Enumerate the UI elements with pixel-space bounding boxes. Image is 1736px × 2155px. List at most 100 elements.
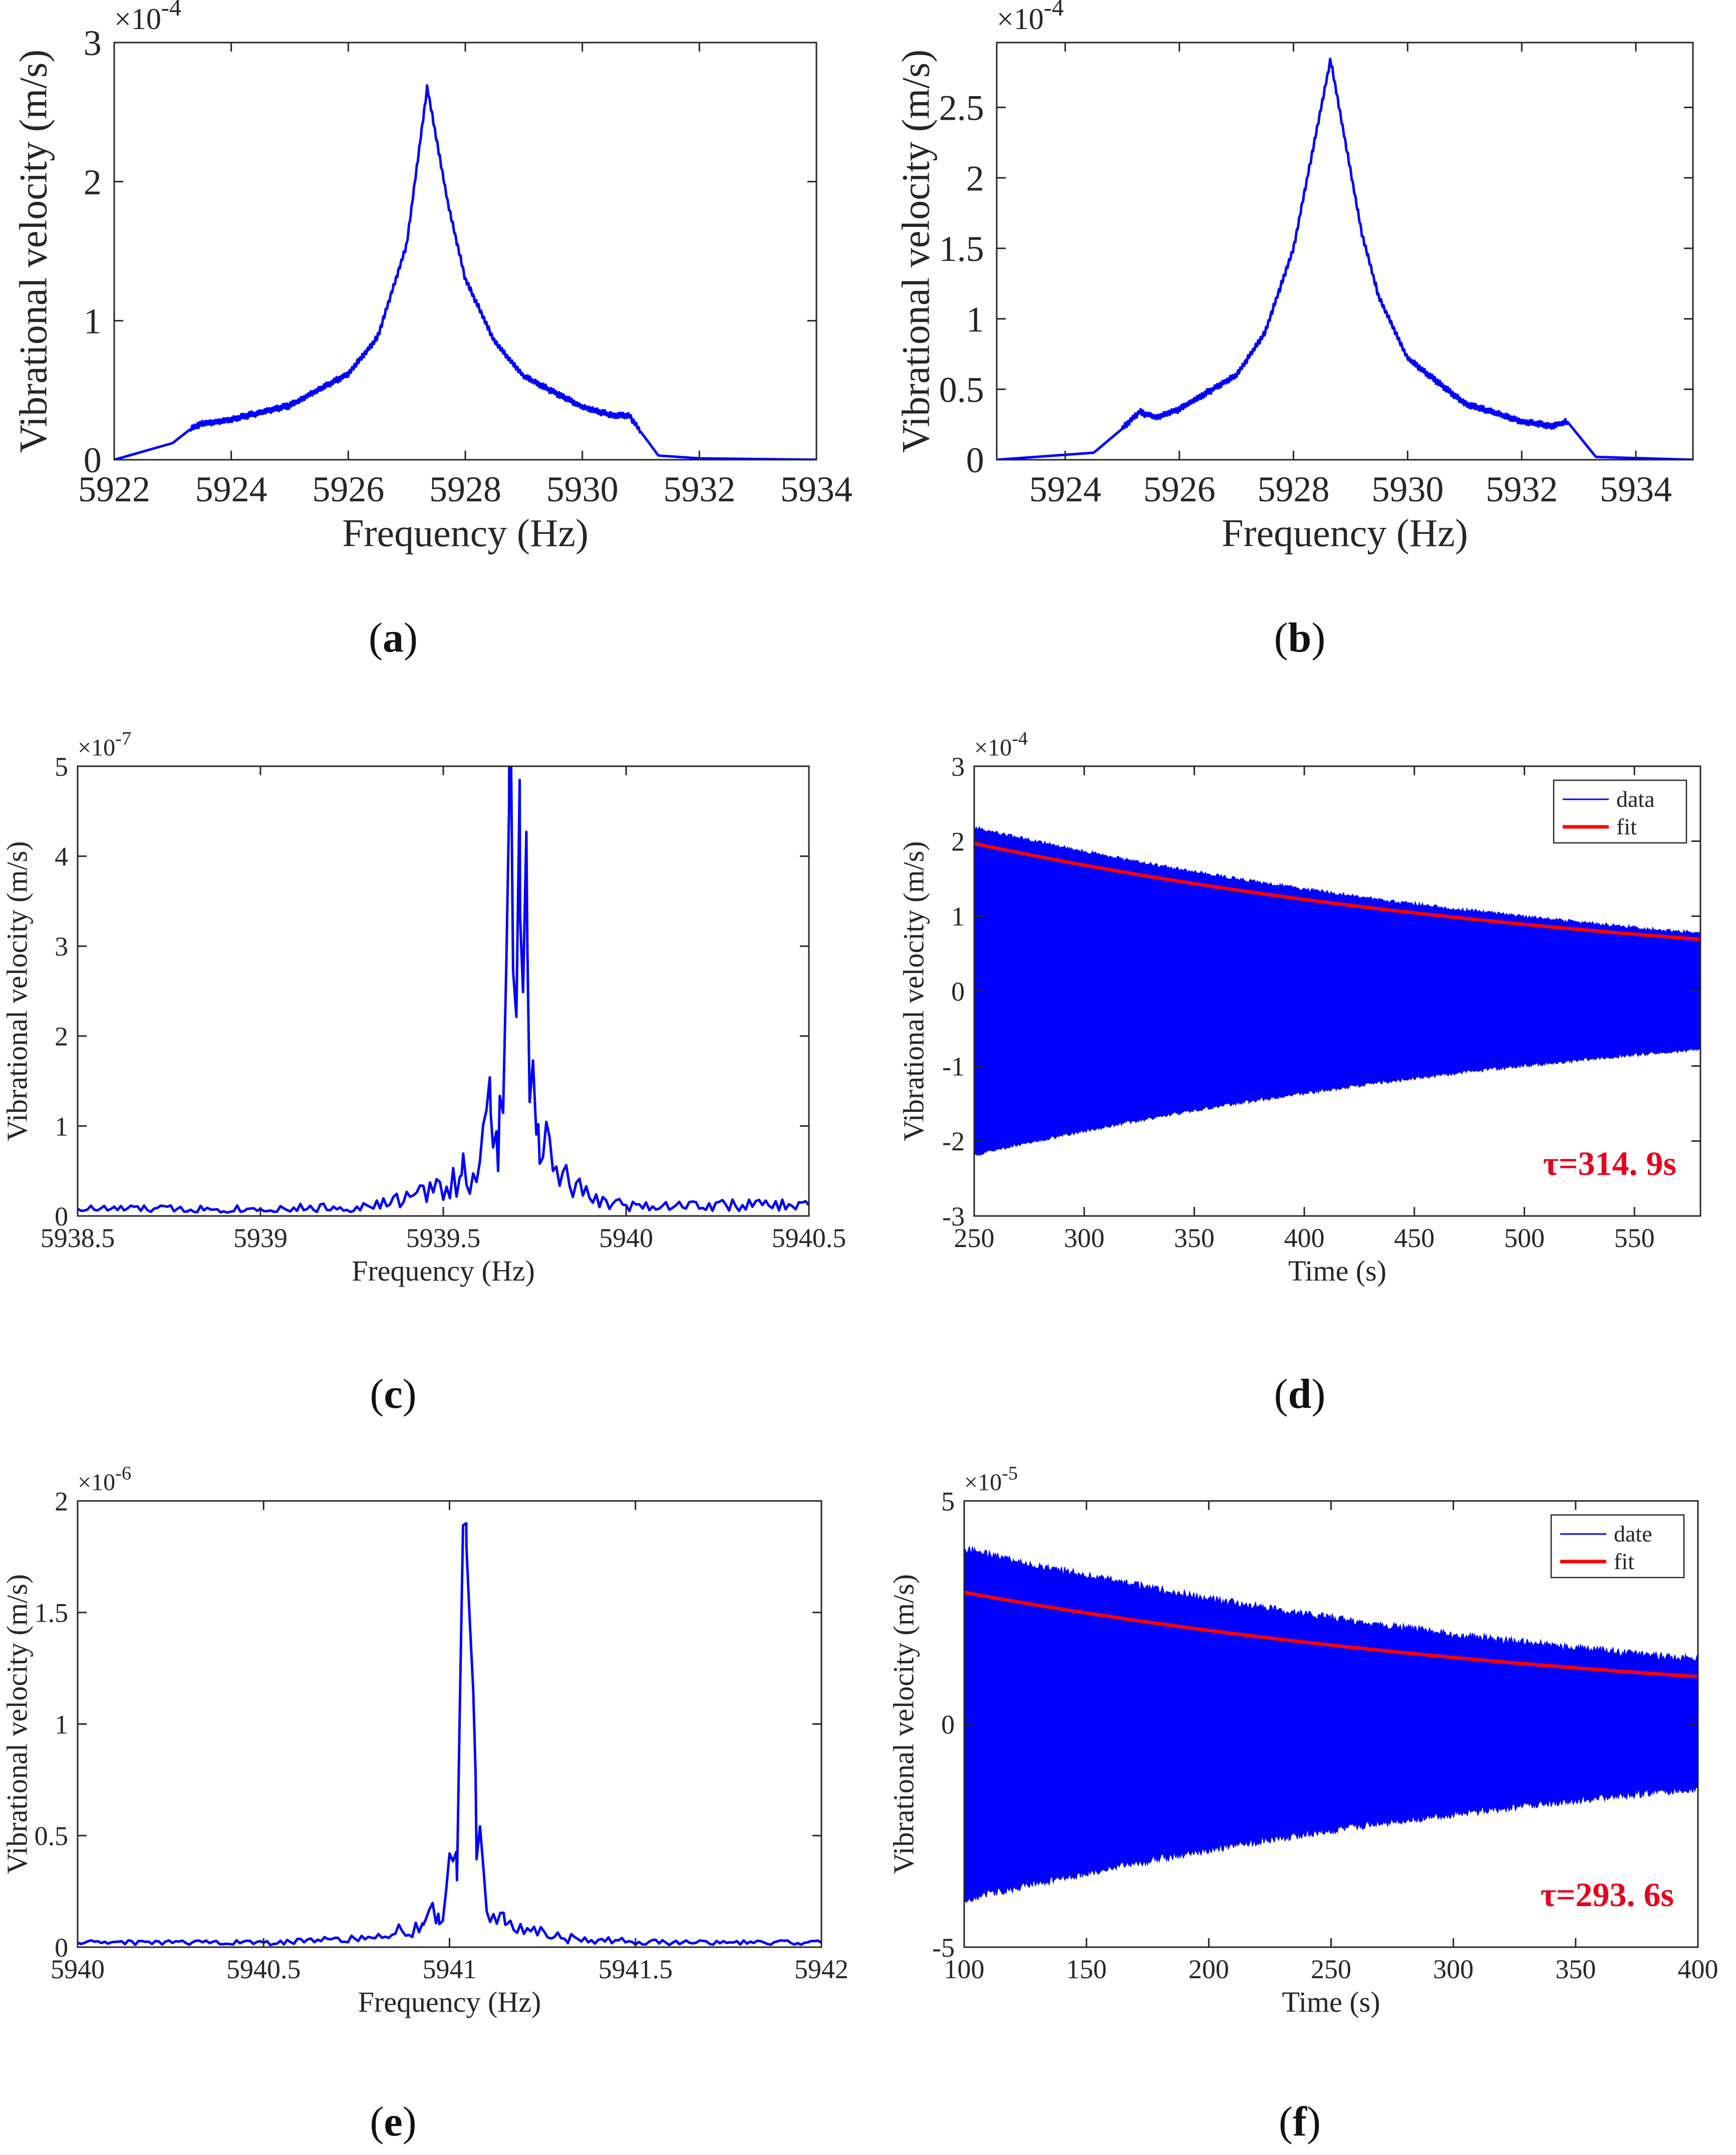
- y-exponent-c: ×10-7: [78, 728, 131, 761]
- y-tick-label-c: 3: [55, 932, 68, 962]
- x-axis-label-d: Time (s): [1288, 1255, 1386, 1287]
- x-tick-label-f: 400: [1678, 1954, 1718, 1984]
- y-exponent-a: ×10-4: [114, 0, 181, 36]
- y-tick-label-a: 2: [84, 162, 102, 202]
- x-tick-label-b: 5928: [1257, 469, 1329, 509]
- y-tick-label-f: -5: [932, 1933, 955, 1963]
- y-axis-label-b: Vibrational velocity (m/s): [894, 50, 937, 453]
- fit-curve-f: [964, 1591, 1698, 1679]
- y-tick-label-c: 1: [55, 1111, 68, 1141]
- x-tick-label-b: 5930: [1371, 469, 1443, 509]
- chart-e: 5940 5940.5 5941 5941.5 5942 0 0.5 1 1.5 2 ×10-6 Fr…: [1, 1463, 849, 2018]
- x-tick-label-f: 200: [1189, 1954, 1229, 1984]
- x-tick-label-a: 5926: [312, 469, 384, 509]
- y-tick-label-d: 1: [951, 901, 965, 932]
- y-tick-label-e: 2: [55, 1486, 68, 1516]
- x-tick-label-a: 5924: [195, 469, 267, 509]
- series-line-a: [114, 84, 816, 460]
- x-tick-label-f: 150: [1066, 1954, 1107, 1984]
- x-tick-label-d: 500: [1504, 1223, 1545, 1253]
- panel-label-b: (b): [1274, 614, 1326, 661]
- chart-c: 5938.5 5939 5939.5 5940 5940.5 0 1 2 3 4 5 ×10-7 Fre…: [1, 728, 846, 1287]
- y-tick-label-e: 1.5: [35, 1598, 69, 1628]
- x-tick-label-b: 5932: [1486, 469, 1558, 509]
- y-tick-label-a: 1: [84, 301, 102, 342]
- series-line-b: [997, 58, 1693, 460]
- y-tick-label-b: 1: [966, 299, 984, 340]
- x-tick-label-b: 5924: [1029, 469, 1101, 509]
- y-tick-label-c: 4: [55, 842, 68, 872]
- legend-box-f: [1550, 1514, 1685, 1579]
- x-tick-label-d: 550: [1614, 1223, 1655, 1253]
- x-axis-label-f: Time (s): [1282, 1986, 1380, 2018]
- series-line-e: [78, 1522, 821, 1947]
- legend-box-d: [1553, 779, 1687, 844]
- legend-label-fit-f: fit: [1614, 1549, 1634, 1574]
- plot-area-d: [974, 825, 1700, 1156]
- x-tick-label-f: 300: [1433, 1954, 1474, 1984]
- panel-label-d: (d): [1274, 1371, 1326, 1417]
- x-tick-label-e: 5941: [423, 1954, 477, 1984]
- y-tick-label-b: 0.5: [939, 370, 984, 410]
- y-exponent-e: ×10-6: [78, 1463, 131, 1496]
- y-tick-label-b: 2: [966, 158, 984, 198]
- y-exponent-b: ×10-4: [997, 0, 1064, 36]
- x-tick-label-a: 5922: [78, 469, 150, 509]
- x-axis-label-a: Frequency (Hz): [342, 511, 589, 555]
- axes-box-b: [996, 42, 1694, 461]
- x-tick-label-f: 100: [944, 1954, 985, 1984]
- x-tick-label-a: 5932: [663, 469, 735, 509]
- y-tick-label-d: 3: [951, 752, 965, 782]
- fit-curve-d: [974, 841, 1700, 942]
- y-tick-label-b: 2.5: [939, 88, 984, 128]
- series-line-c: [78, 766, 809, 1214]
- panel-label-c: (c): [370, 1371, 417, 1417]
- y-tick-label-d: -1: [942, 1052, 965, 1082]
- y-exponent-f: ×10-5: [964, 1463, 1018, 1496]
- y-axis-label-d: Vibrational velocity (m/s): [898, 841, 930, 1141]
- y-axis-label-c: Vibrational velocity (m/s): [1, 841, 34, 1141]
- x-tick-label-e: 5940: [51, 1954, 105, 1984]
- chart-d: 250 300 350 400 450 500 550 -3 -2 -1 0 1 2 3 ×10-4 Time…: [898, 728, 1701, 1287]
- x-axis-label-e: Frequency (Hz): [358, 1986, 541, 2018]
- y-tick-label-a: 0: [84, 440, 102, 480]
- x-tick-label-c: 5938.5: [41, 1223, 115, 1253]
- x-tick-label-c: 5939: [233, 1223, 287, 1253]
- x-tick-label-f: 350: [1555, 1954, 1596, 1984]
- signal-envelope-d: [974, 825, 1700, 1156]
- y-tick-label-f: 5: [941, 1486, 955, 1516]
- y-tick-label-c: 5: [55, 752, 68, 782]
- x-tick-label-d: 250: [954, 1223, 995, 1253]
- y-exponent-d: ×10-4: [974, 728, 1028, 761]
- x-tick-label-d: 450: [1394, 1223, 1434, 1253]
- y-tick-label-d: 0: [951, 977, 965, 1007]
- x-tick-label-d: 300: [1064, 1223, 1104, 1253]
- x-tick-label-d: 350: [1174, 1223, 1215, 1253]
- x-tick-label-b: 5926: [1143, 469, 1216, 509]
- legend-label-data-f: date: [1614, 1521, 1652, 1547]
- plot-area-c: [78, 766, 809, 1214]
- x-tick-label-a: 5930: [546, 469, 619, 509]
- y-axis-label-f: Vibrational velocity (m/s): [888, 1574, 920, 1874]
- axes-box-a: [113, 42, 817, 461]
- x-axis-label-c: Frequency (Hz): [352, 1255, 535, 1287]
- y-axis-label-e: Vibrational velocity (m/s): [1, 1574, 34, 1874]
- x-tick-label-a: 5928: [429, 469, 501, 509]
- y-axis-label-a: Vibrational velocity (m/s): [11, 50, 55, 453]
- y-tick-label-d: -2: [942, 1126, 965, 1156]
- y-tick-label-d: 2: [951, 827, 965, 857]
- x-tick-label-e: 5940.5: [226, 1954, 301, 1984]
- y-tick-label-d: -3: [942, 1201, 965, 1232]
- x-tick-label-c: 5940.5: [772, 1223, 846, 1253]
- legend-label-fit-d: fit: [1616, 814, 1637, 839]
- tau-annotation-f: τ=293. 6s: [1540, 1876, 1674, 1914]
- legend-label-data-d: data: [1616, 786, 1655, 812]
- y-tick-label-c: 0: [55, 1201, 68, 1232]
- x-axis-label-b: Frequency (Hz): [1222, 511, 1468, 555]
- panel-label-f: (f): [1279, 2098, 1321, 2145]
- x-tick-label-f: 250: [1311, 1954, 1351, 1984]
- panel-label-a: (a): [369, 614, 418, 661]
- plot-area-a: [114, 84, 816, 460]
